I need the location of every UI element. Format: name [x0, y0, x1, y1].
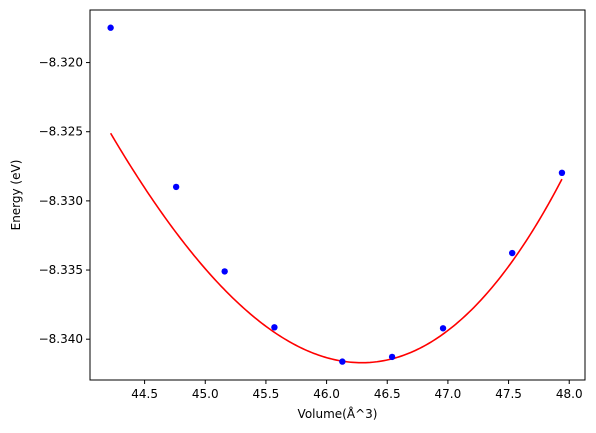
x-tick-label: 46.5: [374, 387, 401, 401]
x-tick-label: 44.5: [131, 387, 158, 401]
data-point: [509, 249, 516, 257]
x-axis-title: Volume(Å^3): [298, 406, 378, 421]
axes-frame: [89, 9, 586, 381]
y-tick-label: −8.335: [39, 263, 83, 277]
data-point: [558, 169, 566, 176]
data-point: [172, 183, 180, 191]
y-tick-label: −8.320: [39, 56, 83, 70]
y-axis-title: Energy (eV): [9, 160, 23, 231]
data-point: [388, 353, 396, 361]
x-tick-label: 48.0: [556, 387, 583, 401]
fit-curve: [109, 132, 563, 364]
y-tick-label: −8.340: [39, 332, 83, 346]
x-tick-label: 47.0: [435, 387, 462, 401]
x-tick-label: 46.0: [313, 387, 340, 401]
y-axis: −8.320 −8.325 −8.330 −8.335 −8.340: [39, 56, 90, 346]
x-tick-label: 45.5: [253, 387, 280, 401]
data-point: [221, 268, 228, 275]
data-point: [271, 324, 278, 331]
data-point: [339, 358, 346, 365]
data-point: [107, 24, 114, 31]
y-tick-label: −8.325: [39, 125, 83, 139]
plot-area: [107, 24, 566, 365]
data-point: [439, 325, 447, 332]
x-tick-label: 47.5: [495, 387, 522, 401]
x-axis: 44.5 45.0 45.5 46.0 46.5 47.0 47.5 48.0: [131, 380, 583, 401]
y-tick-label: −8.330: [39, 194, 83, 208]
x-tick-label: 45.0: [192, 387, 219, 401]
